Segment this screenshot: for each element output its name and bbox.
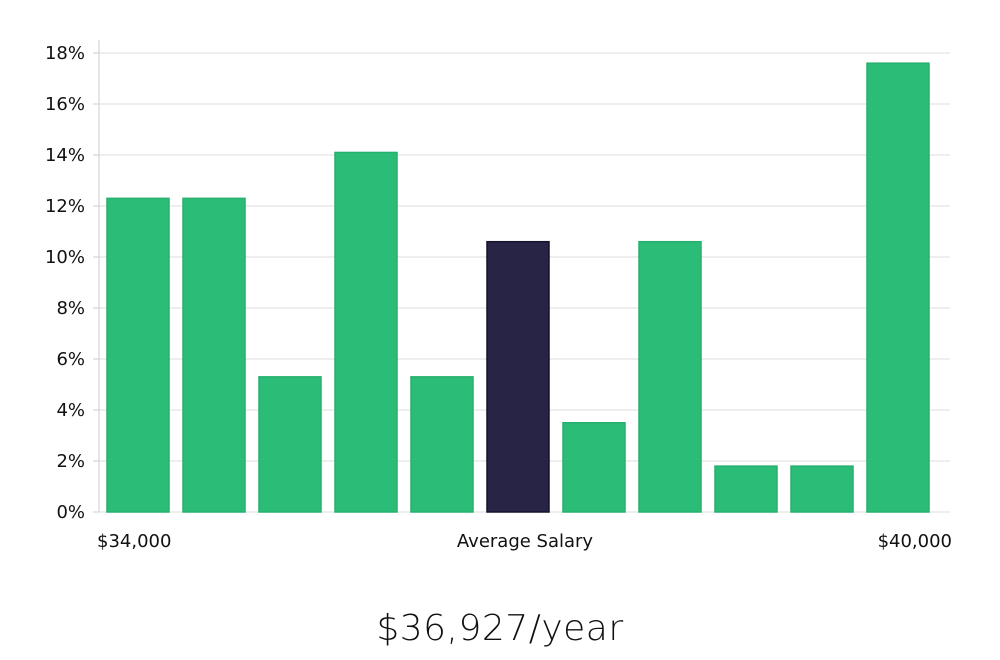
bar — [334, 151, 398, 513]
x-label-min: $34,000 — [97, 531, 171, 552]
x-label-max: $40,000 — [878, 531, 952, 552]
bars — [106, 62, 930, 513]
y-tick-label: 10% — [45, 247, 85, 268]
salary-histogram: 0% 2% 4% 6% 8% 10% 12% 14% 16% 18% $34,000 Averag… — [45, 40, 952, 552]
bar — [866, 62, 930, 513]
y-axis-ticks: 0% 2% 4% 6% 8% 10% 12% 14% 16% 18% — [45, 43, 99, 523]
y-tick-label: 12% — [45, 196, 85, 217]
bar — [638, 240, 702, 513]
x-axis-title: Average Salary — [457, 531, 594, 552]
bar — [562, 422, 626, 513]
y-tick-label: 8% — [56, 298, 85, 319]
y-tick-label: 16% — [45, 94, 85, 115]
y-tick-label: 6% — [56, 349, 85, 370]
y-tick-label: 0% — [56, 502, 85, 523]
y-tick-label: 14% — [45, 145, 85, 166]
bar — [258, 376, 322, 513]
bar — [106, 197, 170, 513]
y-tick-label: 4% — [56, 400, 85, 421]
bar — [182, 197, 246, 513]
average-salary-value: $36,927/year — [376, 608, 624, 649]
bar — [790, 465, 854, 513]
y-tick-label: 2% — [56, 451, 85, 472]
bar — [410, 376, 474, 513]
bar — [714, 465, 778, 513]
y-tick-label: 18% — [45, 43, 85, 64]
bar-average-highlight — [486, 240, 550, 513]
